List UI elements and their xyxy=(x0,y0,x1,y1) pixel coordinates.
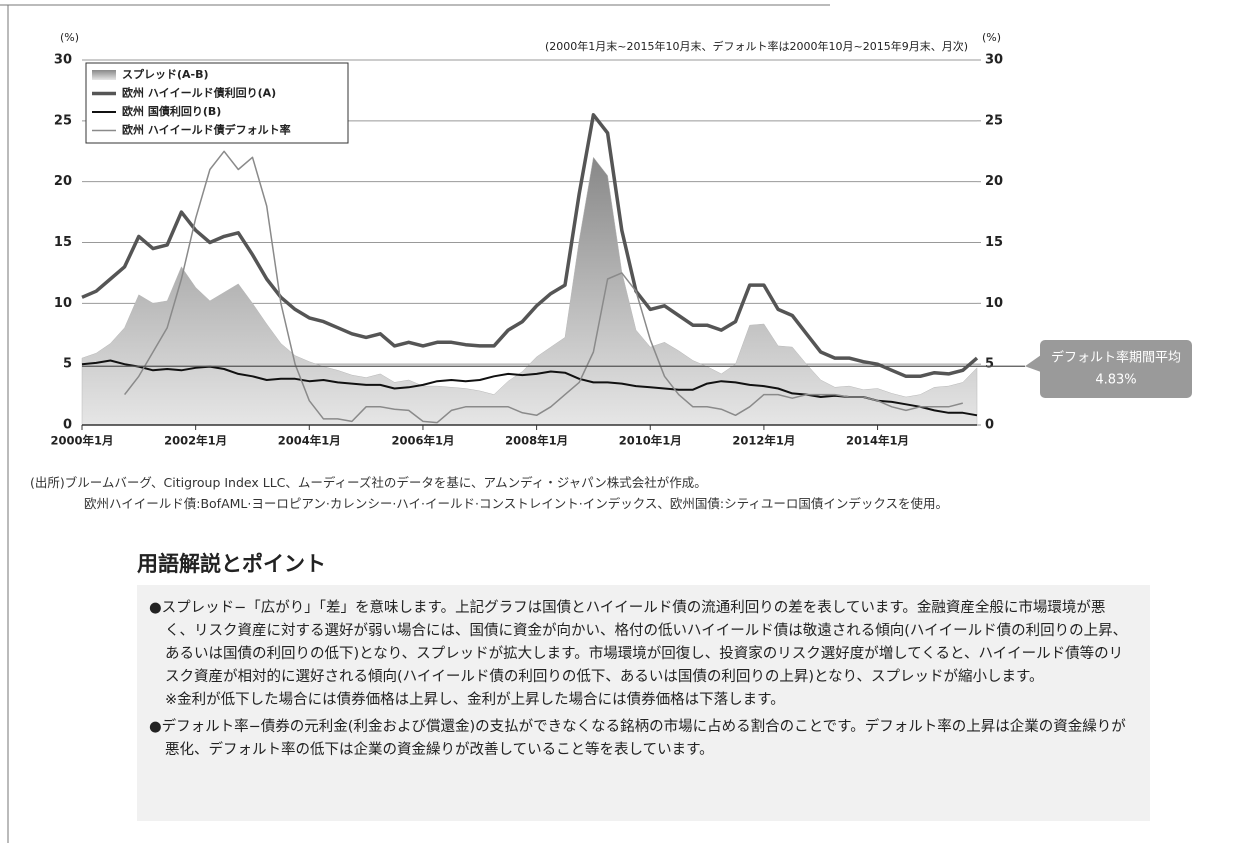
y-tick-label: 5 xyxy=(63,357,72,372)
x-tick-label: 2010年1月 xyxy=(619,434,682,448)
x-tick-label: 2002年1月 xyxy=(164,434,227,448)
legend-box xyxy=(85,62,349,144)
y-tick-label: 25 xyxy=(54,113,72,128)
legend-label: 欧州 国債利回り(B) xyxy=(122,104,221,118)
y-tick-label: 15 xyxy=(54,235,72,250)
y-tick-label: 0 xyxy=(63,418,72,433)
plot-area xyxy=(81,113,979,426)
x-tick-label: 2008年1月 xyxy=(505,434,568,448)
x-tick-label: 2000年1月 xyxy=(50,434,113,448)
legend-label: 欧州 ハイイールド債デフォルト率 xyxy=(122,123,291,137)
y2-tick-label: 0 xyxy=(985,418,994,433)
callout-pointer xyxy=(1025,355,1041,372)
callout-value: 4.83% xyxy=(1095,373,1136,388)
source-line: (出所)ブルームバーグ、Citigroup Index LLC、ムーディーズ社の… xyxy=(30,475,707,490)
legend-swatch xyxy=(92,70,116,80)
y2-tick-label: 25 xyxy=(985,113,1003,128)
series-line xyxy=(81,359,978,417)
y-tick-label: 20 xyxy=(54,174,72,189)
legend-label: スプレッド(A-B) xyxy=(122,67,209,81)
legend-label: 欧州 ハイイールド債利回り(A) xyxy=(122,86,276,100)
x-tick-label: 2012年1月 xyxy=(732,434,795,448)
y2-tick-label: 20 xyxy=(985,174,1003,189)
spread-area xyxy=(81,156,978,426)
y-tick-label: 10 xyxy=(54,296,72,311)
series-line xyxy=(81,113,979,379)
chart-subtitle: (2000年1月末~2015年10月末、デフォルト率は2000年10月~2015… xyxy=(545,39,968,53)
y2-tick-label: 5 xyxy=(985,357,994,372)
callout-text: デフォルト率期間平均 xyxy=(1051,350,1181,366)
y2-axis-unit: (%) xyxy=(982,31,1001,44)
x-tick-label: 2014年1月 xyxy=(846,434,909,448)
glossary-item: ●デフォルト率−債券の元利金(利金および償還金)の支払ができなくなる銘柄の市場に… xyxy=(149,716,1130,762)
callout-box xyxy=(1040,340,1192,398)
y2-tick-label: 15 xyxy=(985,235,1003,250)
x-tick-label: 2006年1月 xyxy=(391,434,454,448)
y-axis-unit: (%) xyxy=(60,31,79,44)
item-note: ※金利が低下した場合には債券価格は上昇し、金利が上昇した場合には債券価格は下落し… xyxy=(165,692,785,708)
y2-tick-label: 10 xyxy=(985,296,1003,311)
x-tick-label: 2004年1月 xyxy=(278,434,341,448)
series-line xyxy=(124,150,963,424)
glossary-title: 用語解説とポイント xyxy=(137,552,326,576)
glossary-box: ●スプレッド−「広がり」「差」を意味します。上記グラフは国債とハイイールド債の流… xyxy=(137,585,1150,821)
source-line: 欧州ハイイールド債:BofAML·ヨーロピアン·カレンシー·ハイ·イールド·コン… xyxy=(84,496,948,511)
item-text: ●デフォルト率−債券の元利金(利金および償還金)の支払ができなくなる銘柄の市場に… xyxy=(149,719,1126,758)
legend: スプレッド(A-B) 欧州 ハイイールド債利回り(A) 欧州 国債利回り(B) 欧州 … xyxy=(85,62,349,144)
y2-tick-label: 30 xyxy=(985,53,1003,68)
item-text: ●スプレッド−「広がり」「差」を意味します。上記グラフは国債とハイイールド債の流… xyxy=(149,600,1128,685)
y-tick-label: 30 xyxy=(54,53,72,68)
glossary-item: ●スプレッド−「広がり」「差」を意味します。上記グラフは国債とハイイールド債の流… xyxy=(149,597,1130,712)
